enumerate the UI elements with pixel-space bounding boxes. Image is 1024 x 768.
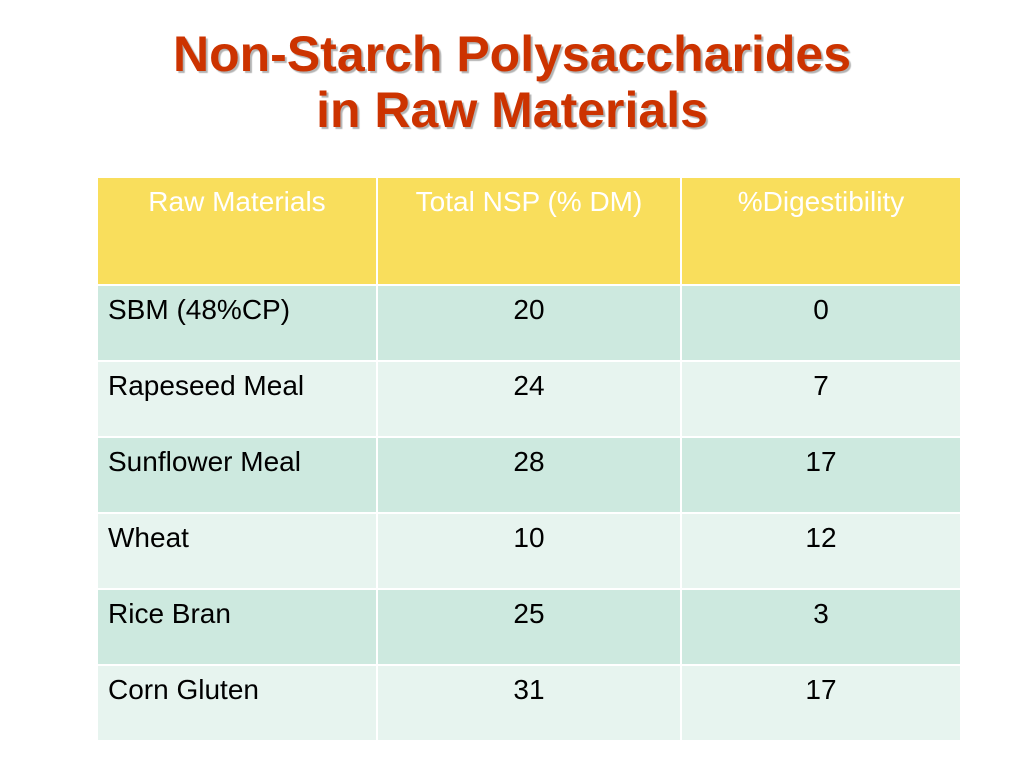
header-digestibility: %Digestibility bbox=[680, 176, 962, 286]
nsp-table: Raw Materials Total NSP (% DM) %Digestib… bbox=[96, 176, 962, 742]
cell-digestibility: 17 bbox=[680, 664, 962, 742]
cell-material: Wheat bbox=[96, 512, 378, 590]
table-row: SBM (48%CP) 20 0 bbox=[96, 284, 962, 362]
cell-digestibility: 3 bbox=[680, 588, 962, 666]
cell-digestibility: 17 bbox=[680, 436, 962, 514]
title-line-2: in Raw Materials bbox=[316, 82, 708, 138]
header-raw-materials: Raw Materials bbox=[96, 176, 378, 286]
cell-material: Rice Bran bbox=[96, 588, 378, 666]
title-line-1: Non-Starch Polysaccharides bbox=[172, 26, 852, 82]
cell-material: Rapeseed Meal bbox=[96, 360, 378, 438]
cell-material: SBM (48%CP) bbox=[96, 284, 378, 362]
cell-total-nsp: 28 bbox=[376, 436, 682, 514]
cell-material: Sunflower Meal bbox=[96, 436, 378, 514]
cell-total-nsp: 20 bbox=[376, 284, 682, 362]
table-row: Rice Bran 25 3 bbox=[96, 588, 962, 666]
table-row: Rapeseed Meal 24 7 bbox=[96, 360, 962, 438]
cell-total-nsp: 25 bbox=[376, 588, 682, 666]
cell-digestibility: 12 bbox=[680, 512, 962, 590]
cell-total-nsp: 31 bbox=[376, 664, 682, 742]
header-total-nsp: Total NSP (% DM) bbox=[376, 176, 682, 286]
table-header-row: Raw Materials Total NSP (% DM) %Digestib… bbox=[96, 176, 962, 286]
cell-material: Corn Gluten bbox=[96, 664, 378, 742]
cell-digestibility: 0 bbox=[680, 284, 962, 362]
cell-total-nsp: 24 bbox=[376, 360, 682, 438]
slide-title: Non-Starch Polysaccharides in Raw Materi… bbox=[0, 26, 1024, 138]
table-row: Corn Gluten 31 17 bbox=[96, 664, 962, 742]
cell-total-nsp: 10 bbox=[376, 512, 682, 590]
table-row: Wheat 10 12 bbox=[96, 512, 962, 590]
cell-digestibility: 7 bbox=[680, 360, 962, 438]
table-row: Sunflower Meal 28 17 bbox=[96, 436, 962, 514]
